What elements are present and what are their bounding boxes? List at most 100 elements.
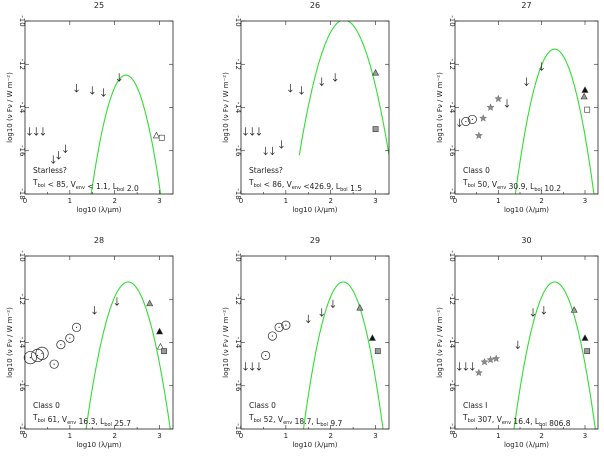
y-tick-label: -16 (234, 145, 242, 157)
data-point-square-gray (374, 348, 381, 355)
data-point-arrow (319, 308, 324, 317)
data-point-arrow (256, 127, 262, 136)
data-point-triangle-black (368, 334, 376, 341)
data-point-arrow (90, 86, 95, 95)
x-axis-label: log10 (λ/μm) (504, 206, 549, 214)
data-point-arrow (249, 362, 255, 371)
data-point-square-open (158, 134, 165, 141)
model-sed-curve (514, 48, 595, 194)
panel-title: 25 (94, 1, 104, 10)
x-tick-label: 3 (583, 197, 587, 205)
y-tick-label: -10 (234, 15, 242, 26)
data-point-arrow (279, 140, 284, 149)
model-sed-curve (302, 281, 384, 429)
x-tick-label: 3 (583, 432, 587, 440)
data-point-arrow (243, 127, 248, 136)
properties-label: Tbol 52, Venv 18.7, Lbol 9.7 (248, 413, 342, 428)
y-axis-label: log10 (ν Fν / W m⁻²) (6, 307, 14, 378)
data-point-arrow (116, 73, 122, 82)
data-point-triangle-gray (372, 68, 380, 76)
y-tick-label: -16 (18, 380, 26, 392)
x-tick-label: 3 (373, 197, 377, 205)
data-point-triangle-gray (580, 92, 588, 100)
data-point-star (480, 357, 489, 366)
data-point-arrow (319, 77, 324, 87)
sed-panel-29: 29 0 1 2 3 -10 -12 -14 -16 -18 log10 (λ/μm) log10 (… (222, 236, 390, 449)
data-point-arrow (249, 127, 255, 136)
data-point-star (479, 114, 488, 122)
y-tick-label: -14 (18, 337, 26, 349)
y-axis-label: log10 (ν Fν / W m⁻²) (436, 307, 444, 378)
y-tick-label: -16 (448, 145, 456, 157)
properties-label: Tbol 50, Venv 30.9, Lbol 10.2 (462, 178, 561, 193)
y-tick-label: -10 (448, 250, 456, 261)
data-point-arrow (541, 306, 547, 315)
data-point-triangle-black (156, 327, 164, 335)
y-tick-label: -18 (448, 188, 456, 199)
data-point-arrow (92, 306, 97, 315)
data-point-arrow (27, 127, 32, 136)
x-tick-label: 1 (68, 432, 72, 440)
x-tick-label: 1 (496, 432, 500, 440)
class-label: Class 0 (33, 401, 60, 410)
x-tick-label: 0 (453, 197, 457, 205)
y-tick-label: -14 (448, 102, 456, 114)
data-point-arrow (539, 62, 544, 71)
class-label: Class 0 (249, 401, 276, 410)
data-point-triangle-open (156, 342, 164, 350)
data-point-arrow (288, 84, 293, 93)
data-point-triangle-black (581, 334, 589, 341)
data-point-star (474, 368, 483, 377)
x-tick-label: 0 (23, 197, 27, 205)
data-point-arrow (63, 144, 68, 154)
x-axis-label: log10 (λ/μm) (504, 441, 549, 449)
data-point-circle (56, 340, 66, 350)
x-axis-label: log10 (λ/μm) (76, 206, 121, 214)
y-tick-label: -18 (234, 188, 242, 199)
x-tick-label: 3 (157, 197, 161, 205)
y-axis-label: log10 (ν Fν / W m⁻²) (6, 72, 14, 143)
x-tick-label: 3 (373, 432, 377, 440)
model-sed-curve (513, 281, 596, 429)
x-tick-label: 0 (453, 432, 457, 440)
x-tick-label: 0 (239, 197, 243, 205)
data-point-circle (267, 331, 277, 341)
data-point-circle (49, 359, 59, 369)
x-tick-label: 1 (68, 197, 72, 205)
data-point-triangle-black (581, 86, 589, 93)
data-point-circle (461, 117, 471, 127)
x-tick-label: 2 (539, 432, 543, 440)
y-tick-label: -14 (234, 337, 242, 349)
x-axis-label: log10 (λ/μm) (76, 441, 121, 449)
panel-title: 29 (310, 236, 320, 245)
model-sed-curve (90, 74, 162, 194)
panel-title: 30 (521, 236, 531, 245)
y-tick-label: -14 (234, 102, 242, 114)
x-tick-label: 3 (157, 432, 161, 440)
data-point-square-gray (584, 348, 591, 355)
y-tick-label: -12 (18, 294, 26, 305)
data-point-arrow (256, 362, 262, 371)
data-point-arrow (270, 146, 275, 156)
data-point-arrow (33, 127, 39, 136)
data-point-circle (467, 114, 477, 124)
data-point-square-open (584, 106, 591, 113)
y-tick-label: -14 (18, 102, 26, 114)
data-point-arrow (330, 299, 336, 309)
data-point-arrow (263, 146, 268, 156)
y-axis-label: log10 (ν Fν / W m⁻²) (222, 307, 230, 378)
data-point-arrow (243, 362, 248, 371)
data-point-triangle-gray (146, 299, 154, 307)
y-tick-label: -10 (234, 250, 242, 261)
data-point-triangle-gray (570, 306, 578, 313)
sed-panel-26: 26 0 1 2 3 -10 -12 -14 -16 -18 log10 (λ/μm) log10 (… (222, 1, 390, 214)
data-point-arrow (56, 151, 61, 160)
y-tick-label: -12 (234, 59, 242, 70)
properties-label: Tbol 61, Venv 16.3, Lbol 25.7 (32, 413, 131, 428)
panel-title: 27 (521, 1, 531, 10)
data-point-arrow (74, 84, 79, 93)
data-point-arrow (457, 362, 462, 371)
y-tick-label: -10 (448, 15, 456, 26)
data-point-arrow (306, 314, 311, 324)
class-label: Class I (463, 401, 487, 410)
